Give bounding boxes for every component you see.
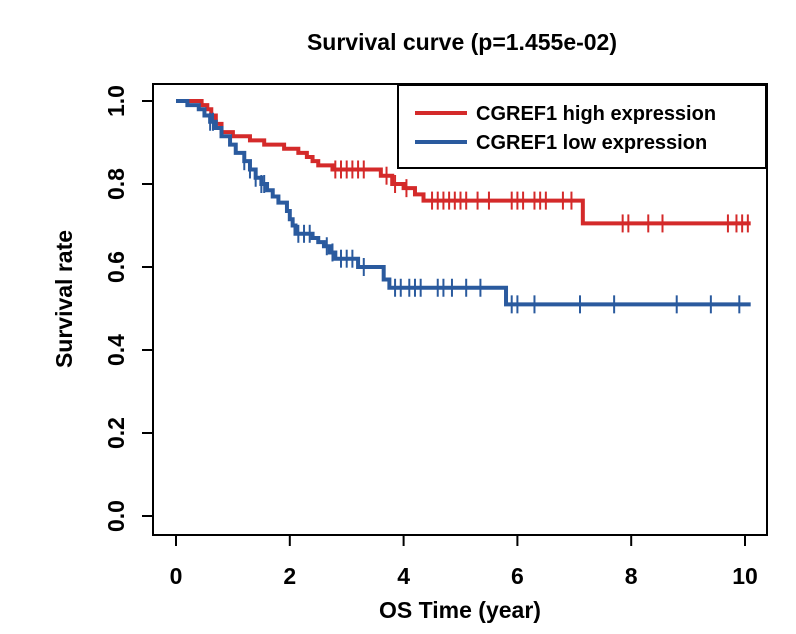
y-tick-label: 0.2 [103,417,129,449]
x-axis: 0 2 4 6 8 10 [170,534,758,589]
series-1-group [176,99,751,314]
y-tick-label: 1.0 [103,85,129,117]
y-tick-label: 0.6 [103,251,129,283]
survival-line-1 [176,99,751,307]
y-tick-label: 0.8 [103,168,129,200]
x-axis-label: OS Time (year) [379,597,541,623]
legend: CGREF1 high expression CGREF1 low expres… [397,84,767,169]
series-0-group [176,99,751,233]
legend-box [397,84,767,169]
y-axis: 0.0 0.2 0.4 0.6 0.8 1.0 [103,85,154,532]
y-tick-label: 0.0 [103,500,129,532]
x-tick-label: 4 [397,563,410,589]
survival-curves [176,99,751,314]
x-tick-label: 10 [732,563,758,589]
legend-label-low: CGREF1 low expression [476,132,707,154]
x-tick-label: 0 [170,563,183,589]
x-tick-label: 2 [283,563,296,589]
x-tick-label: 6 [511,563,524,589]
legend-label-high: CGREF1 high expression [476,103,716,125]
y-tick-label: 0.4 [103,334,129,366]
y-axis-label: Survival rate [51,230,77,368]
x-tick-label: 8 [625,563,638,589]
chart-title: Survival curve (p=1.455e-02) [307,29,617,55]
